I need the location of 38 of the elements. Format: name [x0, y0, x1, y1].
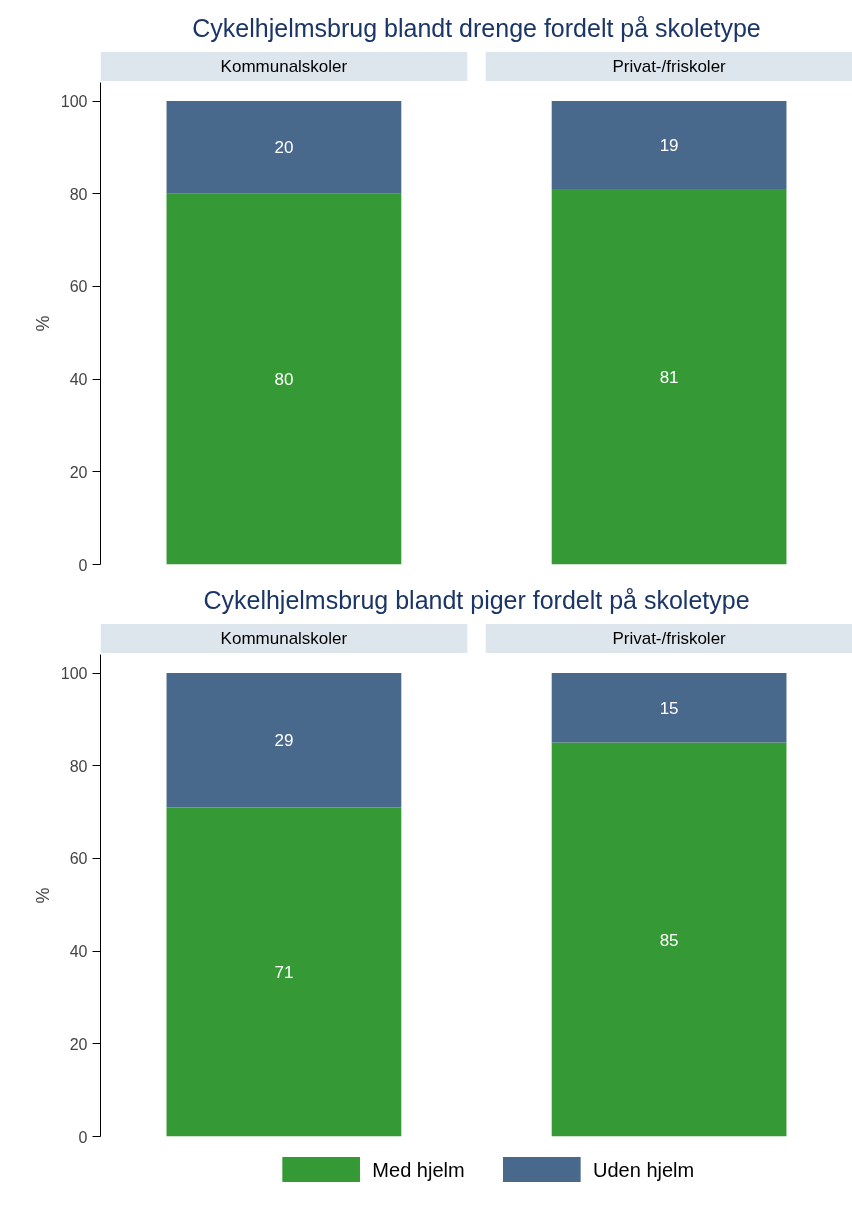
y-axis-title: % — [32, 315, 53, 332]
legend-label: Med hjelm — [372, 1158, 465, 1181]
y-tick-label: 20 — [69, 1035, 88, 1053]
y-tick-label: 40 — [69, 943, 88, 961]
data-label: 81 — [659, 367, 679, 387]
bar — [551, 101, 787, 190]
data-label: 85 — [659, 930, 679, 950]
chart-title: Cykelhjelmsbrug blandt piger fordelt på skoletype — [203, 586, 750, 614]
x-tick-label: Kommunalskoler — [220, 57, 348, 76]
chart-title: Cykelhjelmsbrug blandt drenge fordelt på skoletype — [192, 14, 761, 42]
y-tick-label: 40 — [69, 371, 88, 389]
bar — [551, 189, 787, 565]
data-label: 19 — [659, 136, 679, 156]
y-tick-label: 60 — [69, 850, 88, 868]
bar — [166, 673, 402, 808]
data-label: 80 — [274, 370, 294, 390]
data-label: 71 — [274, 962, 294, 982]
y-tick-label: 80 — [69, 185, 88, 203]
y-tick-label: 20 — [69, 463, 88, 481]
data-label: 29 — [274, 731, 294, 751]
x-tick-label: Privat-/friskoler — [612, 629, 727, 648]
x-tick-label: Kommunalskoler — [220, 629, 348, 648]
x-tick-label: Privat-/friskoler — [612, 57, 727, 76]
bar — [551, 673, 787, 743]
y-tick-label: 0 — [78, 556, 88, 574]
y-tick-label: 100 — [60, 93, 88, 111]
y-tick-label: 80 — [69, 757, 88, 775]
y-tick-label: 60 — [69, 278, 88, 296]
bar — [166, 101, 402, 194]
data-label: 20 — [274, 138, 294, 158]
data-label: 15 — [659, 698, 679, 718]
bar — [551, 742, 787, 1137]
y-tick-label: 0 — [78, 1128, 88, 1146]
bar — [166, 193, 402, 565]
y-tick-label: 100 — [60, 665, 88, 683]
y-axis-title: % — [32, 887, 53, 904]
bar — [166, 807, 402, 1137]
legend-label: Uden hjelm — [593, 1158, 695, 1181]
